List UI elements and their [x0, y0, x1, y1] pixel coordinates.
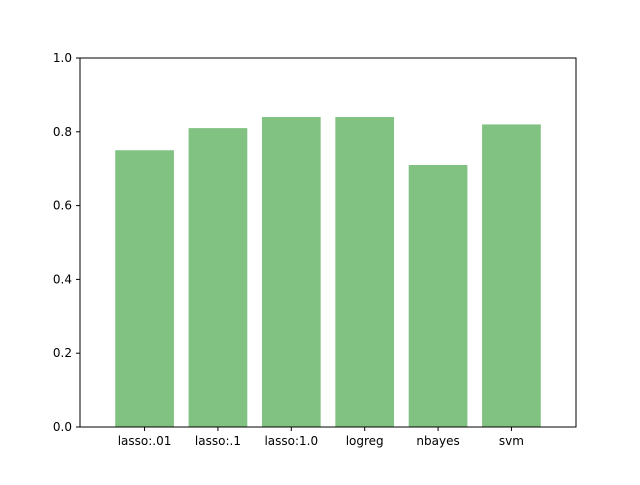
x-tick-label: lasso:1.0: [264, 434, 318, 448]
x-tick-label: logreg: [346, 434, 384, 448]
y-tick-label: 0.2: [53, 346, 72, 360]
x-axis-ticks: lasso:.01 lasso:.1 lasso:1.0 logreg nbayes sv…: [118, 427, 524, 448]
x-tick-label: svm: [499, 434, 524, 448]
x-tick-label: lasso:.1: [195, 434, 241, 448]
bar-3: [335, 117, 395, 427]
x-tick-label: lasso:.01: [118, 434, 172, 448]
bar-4: [408, 165, 468, 427]
x-tick-label: nbayes: [416, 434, 459, 448]
y-axis-ticks: 0.0 0.2 0.4 0.6 0.8 1.0: [53, 51, 80, 434]
y-tick-label: 0.0: [53, 420, 72, 434]
bar-2: [261, 117, 321, 427]
bar-1: [188, 128, 248, 428]
bar-0: [115, 150, 174, 427]
plot-frame: [79, 57, 577, 428]
y-tick-label: 0.4: [53, 272, 72, 286]
bars-group: [115, 117, 541, 428]
y-tick-label: 1.0: [53, 51, 72, 65]
y-tick-label: 0.6: [53, 199, 72, 213]
y-tick-label: 0.8: [53, 125, 72, 139]
bar-5: [482, 124, 541, 428]
